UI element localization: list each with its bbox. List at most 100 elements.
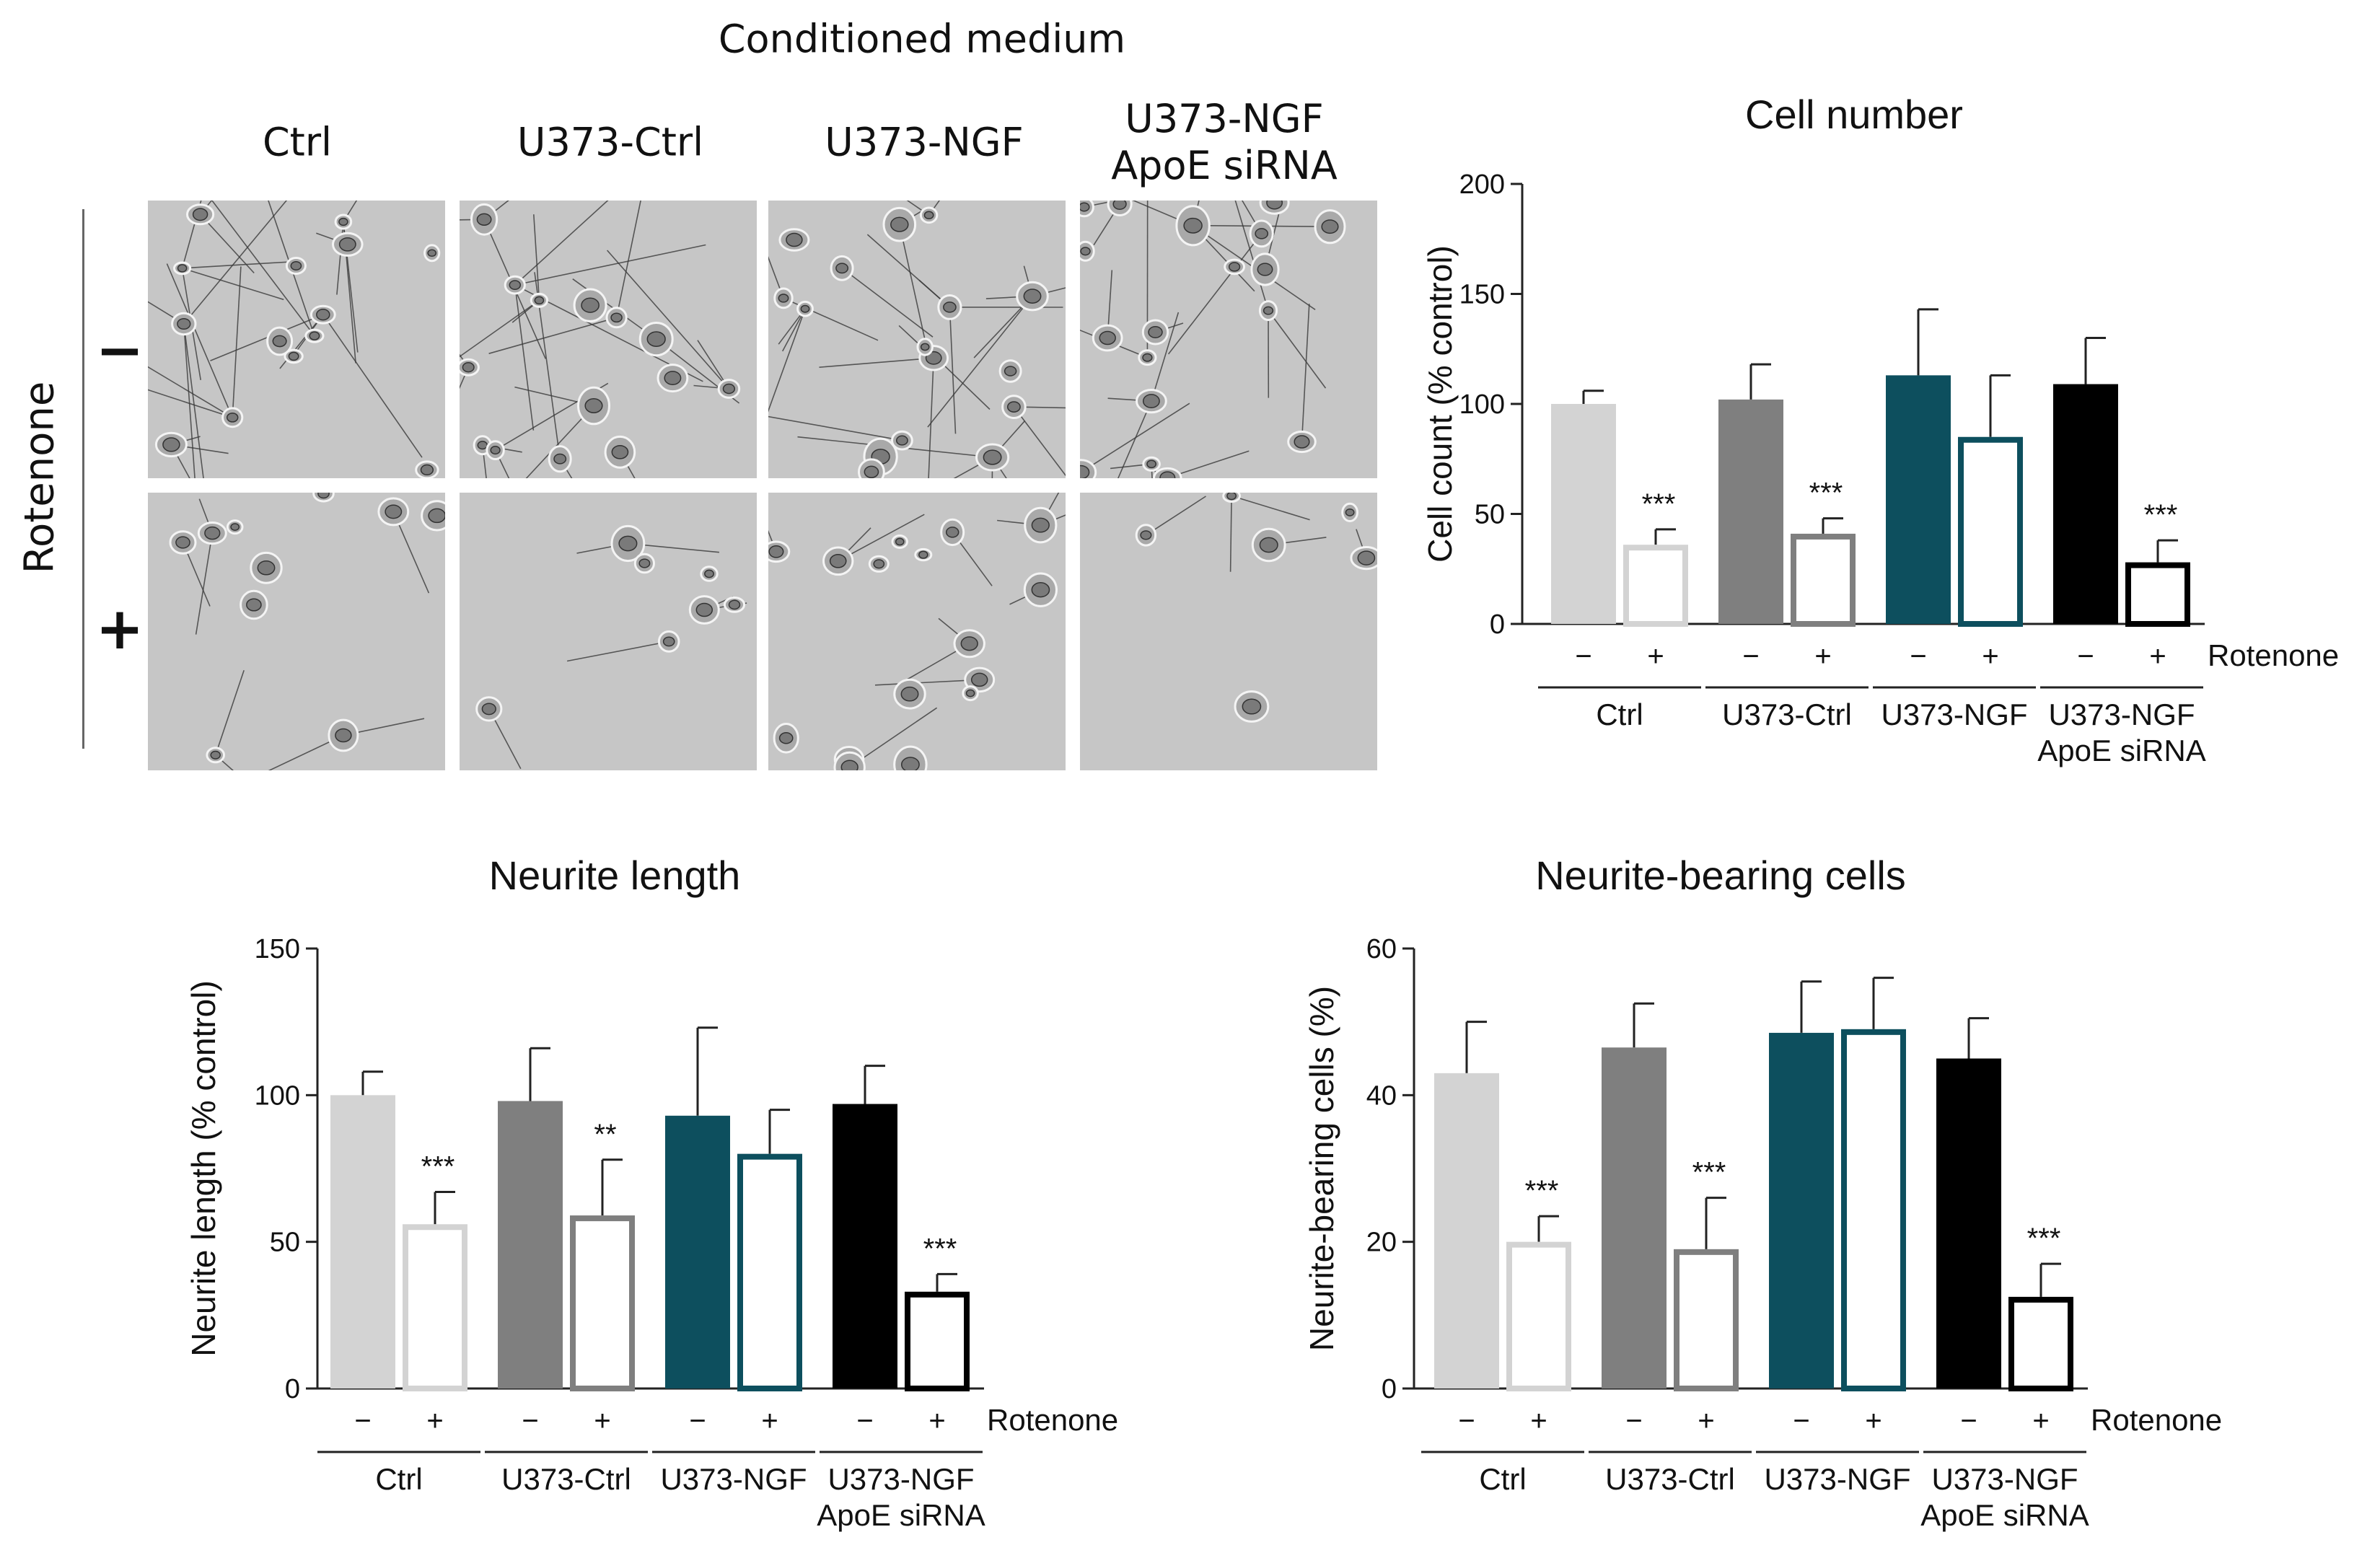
panel-a-title: Conditioned medium (718, 16, 1126, 62)
micrograph-u373-ctrl-rotenone (460, 493, 757, 770)
bar-ctrl-plus (1623, 545, 1688, 628)
y-tick-label: 60 (1366, 934, 1397, 964)
group-label-ctrl: Ctrl (1479, 1462, 1526, 1496)
bar-u373-ngf-apoe-sirna-plus (905, 1291, 970, 1391)
treatment-sign-u373-ngf-apoe-sirna-plus: + (2032, 1405, 2049, 1437)
treatment-sign-u373-ngf-apoe-sirna-minus: − (856, 1405, 873, 1437)
column-label-u373-ngf-apoe-sirna: U373-NGF ApoE siRNA (1111, 96, 1338, 188)
bar-u373-ctrl-minus (1602, 1047, 1667, 1388)
bar-u373-ngf-apoe-sirna-minus (2053, 384, 2118, 624)
group-label-u373-ngf-apoe-sirna: U373-NGF (2048, 697, 2195, 731)
chart-cell-number: Cell number Cell count (% control) 0 50 100 1… (1421, 92, 2339, 767)
y-axis-label: Neurite-bearing cells (%) (1303, 986, 1340, 1351)
micrograph-ctrl-no-rotenone (148, 201, 445, 478)
bar-u373-ngf-minus (1769, 1032, 1834, 1388)
bar-u373-ngf-plus (737, 1153, 802, 1391)
group-label-u373-ngf-apoe-sirna: U373-NGF (827, 1462, 974, 1496)
y-tick-label: 50 (1475, 500, 1505, 530)
row-sign-plus: + (95, 595, 144, 662)
treatment-label-rotenone: Rotenone (2208, 638, 2339, 672)
treatment-label-rotenone: Rotenone (2091, 1403, 2222, 1437)
micrograph-u373-ctrl-no-rotenone (460, 201, 757, 478)
bar-u373-ngf-plus (1958, 436, 2023, 627)
significance-ctrl: *** (1525, 1175, 1559, 1207)
group-label-u373-ngf-apoe-sirna: ApoE siRNA (2037, 734, 2205, 767)
y-tick-label: 0 (285, 1374, 300, 1404)
bar-u373-ctrl-minus (498, 1101, 563, 1388)
column-label-ctrl: Ctrl (262, 119, 333, 165)
y-tick-label: 40 (1366, 1081, 1397, 1111)
treatment-sign-u373-ctrl-plus: + (1814, 641, 1831, 672)
y-axis-label: Cell count (% control) (1421, 245, 1459, 563)
bar-ctrl-plus (1506, 1241, 1571, 1392)
y-axis-label: Neurite length (% control) (185, 980, 222, 1357)
chart-title: Cell number (1745, 92, 1963, 137)
treatment-sign-u373-ngf-plus: + (1982, 641, 1998, 672)
significance-u373-ctrl: *** (1692, 1157, 1726, 1189)
y-tick-label: 150 (1459, 280, 1505, 310)
bar-u373-ngf-apoe-sirna-minus (833, 1104, 897, 1388)
micrograph-ctrl-rotenone (148, 493, 445, 770)
bar-u373-ctrl-plus (570, 1215, 635, 1391)
significance-u373-ctrl: *** (1809, 477, 1843, 509)
bar-u373-ngf-apoe-sirna-plus (2125, 562, 2190, 627)
y-tick-label: 50 (270, 1228, 300, 1258)
bar-ctrl-minus (330, 1095, 395, 1388)
treatment-sign-ctrl-minus: − (1575, 641, 1591, 672)
treatment-sign-ctrl-minus: − (1458, 1405, 1475, 1437)
group-label-u373-ngf: U373-NGF (1764, 1462, 1910, 1496)
group-label-u373-ctrl: U373-Ctrl (1605, 1462, 1735, 1496)
treatment-sign-u373-ngf-plus: + (761, 1405, 778, 1437)
y-tick-label: 100 (255, 1081, 300, 1111)
y-tick-label: 0 (1490, 609, 1505, 640)
group-label-u373-ctrl: U373-Ctrl (501, 1462, 631, 1496)
chart-title: Neurite-bearing cells (1535, 853, 1906, 898)
treatment-sign-u373-ctrl-plus: + (594, 1405, 610, 1437)
treatment-sign-u373-ngf-minus: − (1910, 641, 1926, 672)
treatment-sign-ctrl-plus: + (426, 1405, 443, 1437)
bar-u373-ctrl-plus (1791, 533, 1856, 628)
micrograph-u373-ngf-no-rotenone (768, 201, 1066, 478)
treatment-sign-u373-ngf-apoe-sirna-plus: + (928, 1405, 945, 1437)
chart-title: Neurite length (489, 853, 741, 898)
bar-ctrl-plus (403, 1224, 467, 1391)
bar-u373-ngf-minus (1886, 375, 1951, 624)
column-label-u373-ctrl: U373-Ctrl (517, 119, 704, 165)
column-label-u373-ngf: U373-NGF (825, 119, 1024, 165)
micrograph-u373-ngf-apoe-sirna-no-rotenone (1080, 201, 1377, 478)
bar-ctrl-minus (1551, 404, 1616, 624)
group-label-ctrl: Ctrl (375, 1462, 422, 1496)
bar-u373-ngf-minus (665, 1115, 730, 1388)
row-axis-line (82, 209, 84, 749)
bar-u373-ctrl-plus (1674, 1249, 1739, 1391)
chart-neurite-bearing-cells: Neurite-bearing cells Neurite-bearing cel… (1303, 853, 2222, 1532)
y-tick-label: 200 (1459, 170, 1505, 200)
bar-u373-ngf-apoe-sirna-minus (1936, 1058, 2001, 1388)
significance-u373-ctrl: ** (594, 1119, 616, 1150)
micrograph-u373-ngf-rotenone (768, 493, 1066, 770)
y-tick-label: 100 (1459, 390, 1505, 420)
treatment-sign-u373-ngf-apoe-sirna-minus: − (1960, 1405, 1977, 1437)
treatment-sign-ctrl-minus: − (354, 1405, 371, 1437)
treatment-sign-u373-ngf-plus: + (1865, 1405, 1881, 1437)
treatment-sign-ctrl-plus: + (1647, 641, 1664, 672)
treatment-sign-ctrl-plus: + (1530, 1405, 1547, 1437)
bar-ctrl-minus (1434, 1073, 1499, 1388)
treatment-sign-u373-ctrl-minus: − (1625, 1405, 1642, 1437)
significance-u373-ngf-apoe-sirna: *** (2144, 499, 2178, 531)
treatment-sign-u373-ngf-minus: − (689, 1405, 706, 1437)
group-label-u373-ngf-apoe-sirna: U373-NGF (1931, 1462, 2078, 1496)
chart-neurite-length: Neurite length Neurite length (% control)… (185, 853, 1118, 1532)
group-label-u373-ngf: U373-NGF (660, 1462, 807, 1496)
treatment-sign-u373-ctrl-plus: + (1698, 1405, 1714, 1437)
treatment-sign-u373-ngf-minus: − (1793, 1405, 1809, 1437)
significance-u373-ngf-apoe-sirna: *** (923, 1233, 957, 1264)
y-tick-label: 20 (1366, 1228, 1397, 1258)
bar-u373-ngf-apoe-sirna-plus (2008, 1296, 2073, 1392)
group-label-u373-ngf: U373-NGF (1881, 697, 2027, 731)
treatment-sign-u373-ngf-apoe-sirna-minus: − (2077, 641, 2094, 672)
treatment-sign-u373-ctrl-minus: − (522, 1405, 538, 1437)
row-axis-label-rotenone: Rotenone (16, 381, 63, 574)
group-label-u373-ngf-apoe-sirna: ApoE siRNA (1920, 1498, 2089, 1532)
